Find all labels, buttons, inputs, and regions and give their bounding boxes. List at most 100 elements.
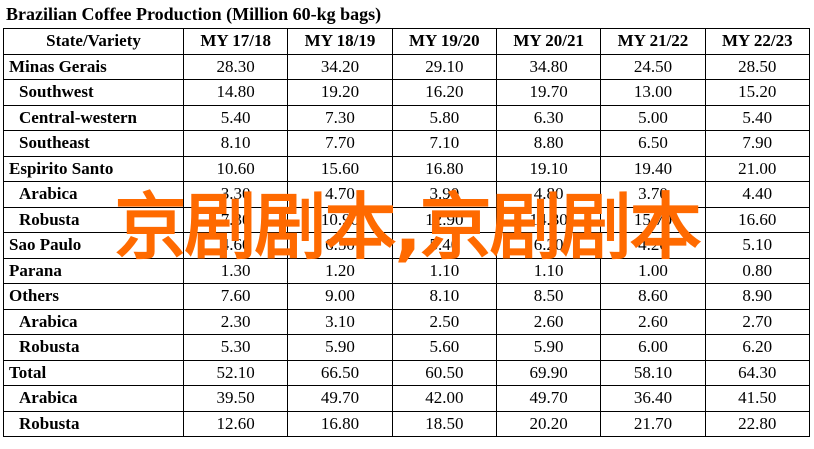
table-row: Sao Paulo 4.60 6.50 5.40 6.20 4.20 5.10 <box>3 232 810 259</box>
table-cell: 7.30 <box>182 206 289 233</box>
table-cell: 13.00 <box>600 79 706 106</box>
table-title: Brazilian Coffee Production (Million 60-… <box>6 4 382 24</box>
row-label: Arabica <box>3 181 184 208</box>
table-cell: 4.80 <box>495 181 602 208</box>
table-cell: 6.50 <box>287 232 393 259</box>
table-cell: 5.10 <box>704 232 810 259</box>
table-cell: 22.80 <box>704 410 810 437</box>
row-label: Robusta <box>3 410 184 437</box>
table-cell: 5.30 <box>182 334 289 361</box>
table-cell: 42.00 <box>391 385 497 412</box>
table-cell: 7.90 <box>704 130 810 157</box>
table-cell: 2.70 <box>704 308 810 335</box>
column-header-my-22-23: MY 22/23 <box>704 28 810 55</box>
table-body: Minas Gerais 28.30 34.20 29.10 34.80 24.50 28.… <box>3 53 810 437</box>
table-cell: 19.20 <box>287 79 393 106</box>
table-row: Robusta 5.30 5.90 5.60 5.90 6.00 6.20 <box>3 334 810 361</box>
table-cell: 2.60 <box>600 308 706 335</box>
table-cell: 3.30 <box>182 181 289 208</box>
table-cell: 7.60 <box>182 283 289 310</box>
table-cell: 34.80 <box>495 53 602 80</box>
table-cell: 5.90 <box>495 334 602 361</box>
table-cell: 52.10 <box>182 359 289 386</box>
table-cell: 5.40 <box>182 104 289 131</box>
table-cell: 21.00 <box>704 155 810 182</box>
table-cell: 64.30 <box>704 359 810 386</box>
table-cell: 8.80 <box>495 130 602 157</box>
row-label: Arabica <box>3 385 184 412</box>
table-row: Others 7.60 9.00 8.10 8.50 8.60 8.90 <box>3 283 810 310</box>
table-cell: 4.40 <box>704 181 810 208</box>
row-label: Robusta <box>3 206 184 233</box>
table-row: Total 52.10 66.50 60.50 69.90 58.10 64.30 <box>3 359 810 386</box>
table-row: Espirito Santo 10.60 15.60 16.80 19.10 19.40 2… <box>3 155 810 182</box>
table-cell: 12.60 <box>182 410 289 437</box>
table-cell: 16.80 <box>287 410 393 437</box>
table-cell: 5.60 <box>391 334 497 361</box>
row-label: Southeast <box>3 130 184 157</box>
table-cell: 19.10 <box>495 155 602 182</box>
row-label: Robusta <box>3 334 184 361</box>
table-row: Central-western 5.40 7.30 5.80 6.30 5.00 5.40 <box>3 104 810 131</box>
table-cell: 1.10 <box>495 257 602 284</box>
table-cell: 8.10 <box>182 130 289 157</box>
column-header-my-19-20: MY 19/20 <box>391 28 497 55</box>
table-cell: 10.90 <box>287 206 393 233</box>
row-label: Others <box>3 283 184 310</box>
table-cell: 69.90 <box>495 359 602 386</box>
table-cell: 8.90 <box>704 283 810 310</box>
table-cell: 16.60 <box>704 206 810 233</box>
table-cell: 1.10 <box>391 257 497 284</box>
table-cell: 5.80 <box>391 104 497 131</box>
column-header-my-21-22: MY 21/22 <box>600 28 706 55</box>
table-cell: 6.50 <box>600 130 706 157</box>
table-cell: 5.00 <box>600 104 706 131</box>
table-cell: 6.30 <box>495 104 602 131</box>
table-cell: 0.80 <box>704 257 810 284</box>
table-cell: 6.20 <box>704 334 810 361</box>
table-row: Minas Gerais 28.30 34.20 29.10 34.80 24.50 28.… <box>3 53 810 80</box>
table-cell: 1.20 <box>287 257 393 284</box>
table-cell: 60.50 <box>391 359 497 386</box>
table-cell: 28.30 <box>182 53 289 80</box>
table-cell: 34.20 <box>287 53 393 80</box>
table-cell: 15.70 <box>600 206 706 233</box>
table-cell: 49.70 <box>287 385 393 412</box>
table-cell: 16.80 <box>391 155 497 182</box>
table-row: Robusta 7.30 10.90 12.90 14.30 15.70 16.60 <box>3 206 810 233</box>
table-cell: 28.50 <box>704 53 810 80</box>
row-label: Arabica <box>3 308 184 335</box>
table-cell: 2.60 <box>495 308 602 335</box>
table-row: Parana 1.30 1.20 1.10 1.10 1.00 0.80 <box>3 257 810 284</box>
table-cell: 39.50 <box>182 385 289 412</box>
table-cell: 24.50 <box>600 53 706 80</box>
table-cell: 4.20 <box>600 232 706 259</box>
table-cell: 7.30 <box>287 104 393 131</box>
table-cell: 5.40 <box>391 232 497 259</box>
row-label: Espirito Santo <box>3 155 184 182</box>
table-row: Robusta 12.60 16.80 18.50 20.20 21.70 22.80 <box>3 410 810 437</box>
table-cell: 58.10 <box>600 359 706 386</box>
table-cell: 18.50 <box>391 410 497 437</box>
table-cell: 29.10 <box>391 53 497 80</box>
table-cell: 8.10 <box>391 283 497 310</box>
coffee-production-table: State/Variety MY 17/18 MY 18/19 MY 19/20… <box>3 28 810 437</box>
row-label: Parana <box>3 257 184 284</box>
table-cell: 16.20 <box>391 79 497 106</box>
table-cell: 8.60 <box>600 283 706 310</box>
table-cell: 66.50 <box>287 359 393 386</box>
table-cell: 8.50 <box>495 283 602 310</box>
column-header-my-18-19: MY 18/19 <box>287 28 393 55</box>
table-cell: 14.30 <box>495 206 602 233</box>
table-cell: 19.70 <box>495 79 602 106</box>
table-cell: 3.90 <box>391 181 497 208</box>
table-row: Arabica 3.30 4.70 3.90 4.80 3.70 4.40 <box>3 181 810 208</box>
row-label: Southwest <box>3 79 184 106</box>
table-cell: 36.40 <box>600 385 706 412</box>
row-label: Central-western <box>3 104 184 131</box>
table-cell: 4.60 <box>182 232 289 259</box>
column-header-my-20-21: MY 20/21 <box>495 28 602 55</box>
table-cell: 3.10 <box>287 308 393 335</box>
table-cell: 19.40 <box>600 155 706 182</box>
